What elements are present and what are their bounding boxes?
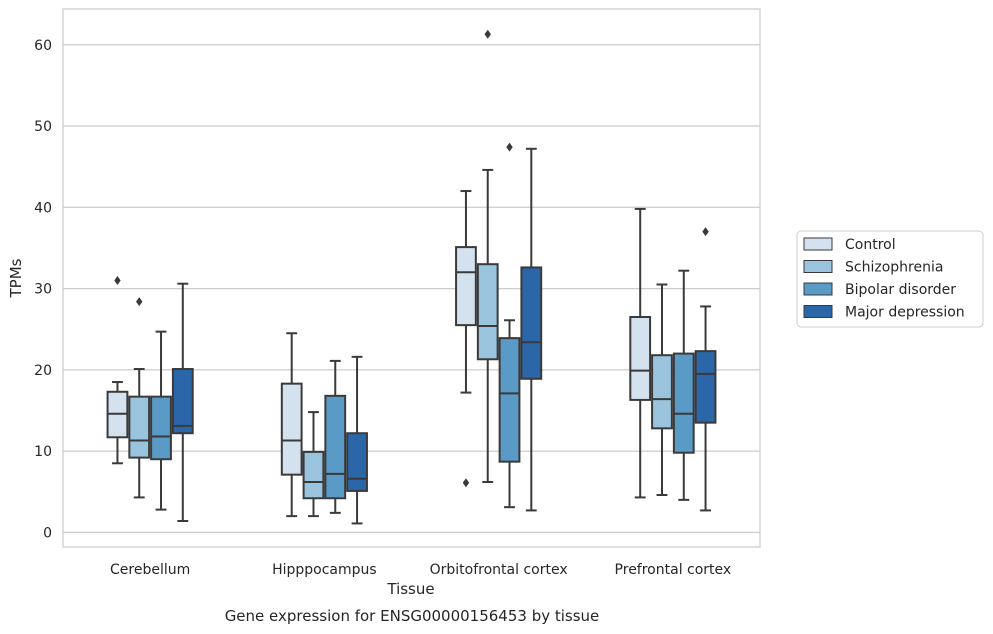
box [150,330,172,511]
box-body [694,350,717,424]
box-body [128,395,151,459]
box-body [324,394,347,500]
outlier-point [136,297,143,307]
box-body [346,432,368,492]
x-tick-label: Cerebellum [110,562,190,578]
plot-frame [62,8,761,548]
legend-swatch [803,282,833,296]
box [455,190,477,488]
box [672,269,695,501]
y-tick-label: 50 [34,119,52,135]
box [694,227,717,512]
box-body [520,266,543,380]
y-tick-labels: 0 10 20 30 40 50 60 [34,38,52,542]
outlier-point [114,275,121,285]
y-tick-label: 0 [43,525,52,541]
box-body [150,395,172,461]
box [128,297,151,499]
x-axis-label: Tissue [386,580,434,598]
chart-caption: Gene expression for ENSG00000156453 by t… [225,607,600,625]
legend-swatch [803,305,833,318]
x-tick-labels: Cerebellum Hipppocampus Orbitofrontal cort… [110,562,731,578]
outlier-point [462,478,470,488]
legend: Control Schizophrenia Bipolar disorder Majo… [796,230,984,328]
y-tick-label: 40 [34,200,52,216]
box-body [171,368,194,435]
box-body [280,382,303,476]
box [629,207,652,499]
box-body [476,263,499,361]
outlier-point [702,227,709,237]
box-body [651,354,673,430]
box-body [455,246,477,327]
box [476,29,499,483]
box [498,142,521,509]
legend-label: Major depression [845,305,965,321]
x-tick-label: Hipppocampus [272,562,377,578]
legend-label: Bipolar disorder [845,282,956,298]
outlier-point [506,142,513,152]
box [346,355,368,525]
box [324,359,347,514]
box [171,282,194,522]
legend-frame [796,230,984,328]
y-tick-label: 30 [34,282,52,298]
box-groups [106,29,717,525]
legend-swatch [803,237,833,251]
box-body [629,316,652,401]
box [302,411,325,518]
legend-label: Control [845,237,896,253]
legend-label: Schizophrenia [845,260,943,276]
outlier-point [484,29,491,39]
box [106,275,129,465]
box-body [302,450,325,500]
legend-swatch [803,260,833,273]
x-tick-label: Orbitofrontal cortex [430,562,568,578]
box-body [672,352,695,454]
x-tick-label: Prefrontal cortex [615,562,732,578]
box-body [498,337,521,463]
box [520,147,543,512]
y-tick-label: 60 [34,38,52,54]
box [280,332,303,518]
y-tick-label: 20 [34,363,52,379]
y-tick-label: 10 [34,444,52,460]
box [651,283,673,496]
y-axis-label: TPMs [7,258,25,298]
